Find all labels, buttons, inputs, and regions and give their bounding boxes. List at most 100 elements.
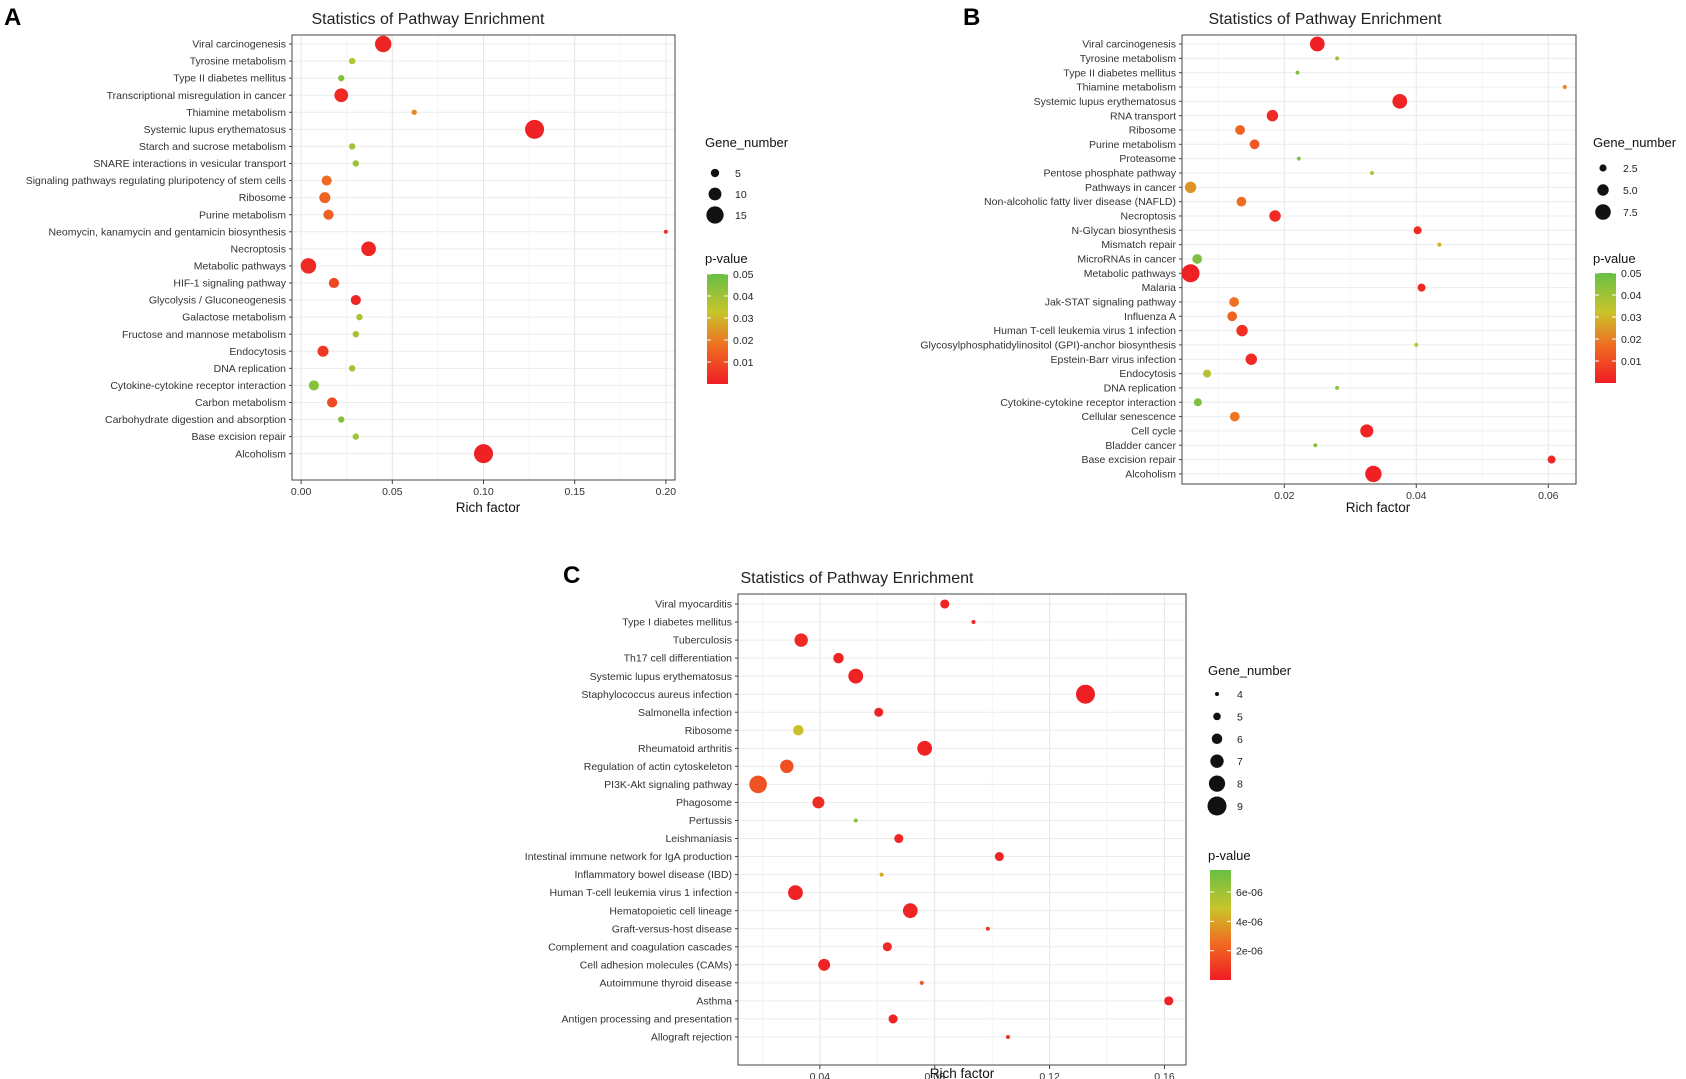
category-label: Metabolic pathways [194, 261, 286, 273]
category-label: Staphylococcus aureus infection [581, 689, 732, 701]
category-label: Malaria [1142, 282, 1177, 294]
category-label: Rheumatoid arthritis [638, 743, 732, 755]
color-legend-title: p-value [1208, 848, 1251, 863]
data-point [902, 903, 918, 919]
colorbar-label: 0.03 [1621, 312, 1642, 324]
colorbar-label: 0.03 [733, 313, 754, 325]
category-label: Purine metabolism [1089, 139, 1176, 151]
category-label: Pathways in cancer [1085, 182, 1177, 194]
data-point [1335, 56, 1340, 61]
category-label: Tuberculosis [673, 635, 732, 647]
category-label: Thiamine metabolism [1076, 82, 1176, 94]
category-label: Neomycin, kanamycin and gentamicin biosy… [48, 226, 286, 238]
data-point [879, 872, 884, 877]
data-point [1266, 109, 1279, 122]
data-point [833, 652, 844, 664]
category-labels: Viral carcinogenesis Tyrosine metabolism T… [26, 39, 292, 460]
data-points [1181, 36, 1567, 483]
data-point [1562, 84, 1567, 89]
data-point [1236, 324, 1248, 337]
category-label: Cytokine-cytokine receptor interaction [1000, 397, 1176, 409]
category-label: Metabolic pathways [1084, 268, 1176, 280]
category-label: Human T-cell leukemia virus 1 infection [994, 325, 1177, 337]
size-legend-dot [1599, 164, 1607, 172]
grid [739, 595, 1185, 1064]
data-point [321, 175, 332, 186]
colorbar-label: 0.02 [733, 335, 754, 347]
category-label: MicroRNAs in cancer [1077, 254, 1176, 266]
size-legend-dot [1210, 754, 1224, 768]
data-point [1229, 411, 1240, 422]
category-label: Alcoholism [1125, 469, 1176, 481]
data-point [319, 192, 331, 204]
x-axis-title: Rich factor [456, 500, 521, 515]
data-point [1236, 196, 1247, 207]
data-point [818, 958, 831, 971]
category-label: Ribosome [239, 192, 286, 204]
category-labels: Viral myocarditis Type I diabetes mellitu… [525, 599, 738, 1044]
data-point [1360, 424, 1374, 438]
data-point [1005, 1034, 1010, 1039]
category-label: Complement and coagulation cascades [548, 941, 732, 953]
category-label: PI3K-Akt signaling pathway [604, 779, 733, 791]
size-legend-dot [1208, 775, 1226, 792]
size-legend-label: 4 [1237, 689, 1243, 701]
data-point [848, 668, 864, 684]
size-legend-label: 8 [1237, 779, 1243, 791]
category-label: Starch and sucrose metabolism [139, 141, 286, 153]
panel-a: A Statistics of Pathway Enrichment Viral… [4, 4, 789, 515]
data-point [348, 57, 356, 65]
colorbar-label: 0.04 [1621, 290, 1642, 302]
category-label: Bladder cancer [1105, 440, 1176, 452]
data-point [1235, 125, 1245, 135]
data-point [474, 444, 493, 464]
category-label: Galactose metabolism [182, 312, 286, 324]
category-label: Glycolysis / Gluconeogenesis [149, 295, 286, 307]
data-point [374, 35, 392, 53]
plot-area [737, 593, 1187, 1066]
x-tick-label: 0.02 [1274, 490, 1295, 502]
data-point [1413, 226, 1422, 235]
category-label: Viral carcinogenesis [1082, 39, 1176, 51]
data-point [1203, 369, 1212, 378]
data-point [919, 980, 924, 985]
category-label: Fructose and mannose metabolism [122, 329, 286, 341]
category-label: Pertussis [689, 815, 732, 827]
size-legend-label: 2.5 [1623, 163, 1638, 175]
category-label: Base excision repair [1081, 454, 1176, 466]
category-label: DNA replication [214, 363, 287, 375]
data-point [663, 229, 668, 234]
data-point [352, 330, 360, 338]
gene-number-legend: Gene_number 4 5 6 7 8 9 [1207, 663, 1292, 816]
category-label: Asthma [696, 995, 732, 1007]
category-label: Jak-STAT signaling pathway [1045, 297, 1177, 309]
x-tick-label: 0.05 [382, 486, 403, 498]
p-value-colorbar [1210, 870, 1231, 980]
category-label: Th17 cell differentiation [624, 653, 733, 665]
data-point [1227, 311, 1238, 322]
x-tick-label: 0.00 [291, 486, 312, 498]
p-value-legend: p-value 0.01 0.02 0.03 0.04 0.05 [705, 251, 754, 384]
panel-b: B Statistics of Pathway Enrichment Viral… [920, 4, 1676, 515]
category-label: Autoimmune thyroid disease [600, 977, 733, 989]
x-tick-label: 0.20 [656, 486, 677, 498]
data-point [352, 160, 360, 167]
category-label: Endocytosis [229, 346, 286, 358]
data-point [917, 740, 933, 756]
colorbar-label: 6e-06 [1236, 887, 1263, 899]
category-label: Non-alcoholic fatty liver disease (NAFLD… [984, 196, 1176, 208]
category-label: SNARE interactions in vesicular transpor… [93, 158, 286, 170]
category-label: Influenza A [1124, 311, 1176, 323]
data-point [1295, 70, 1300, 75]
data-point [1245, 353, 1258, 365]
data-point [894, 833, 904, 844]
category-label: Thiamine metabolism [186, 107, 286, 119]
data-point [874, 707, 884, 717]
category-label: Cell adhesion molecules (CAMs) [580, 959, 732, 971]
panel-c: C Statistics of Pathway Enrichment Viral… [525, 562, 1292, 1079]
colorbar-label: 0.01 [733, 357, 754, 369]
size-legend-title: Gene_number [1208, 663, 1292, 678]
category-label: Type II diabetes mellitus [1063, 67, 1176, 79]
data-point [300, 258, 317, 274]
size-legend-label: 6 [1237, 734, 1243, 746]
